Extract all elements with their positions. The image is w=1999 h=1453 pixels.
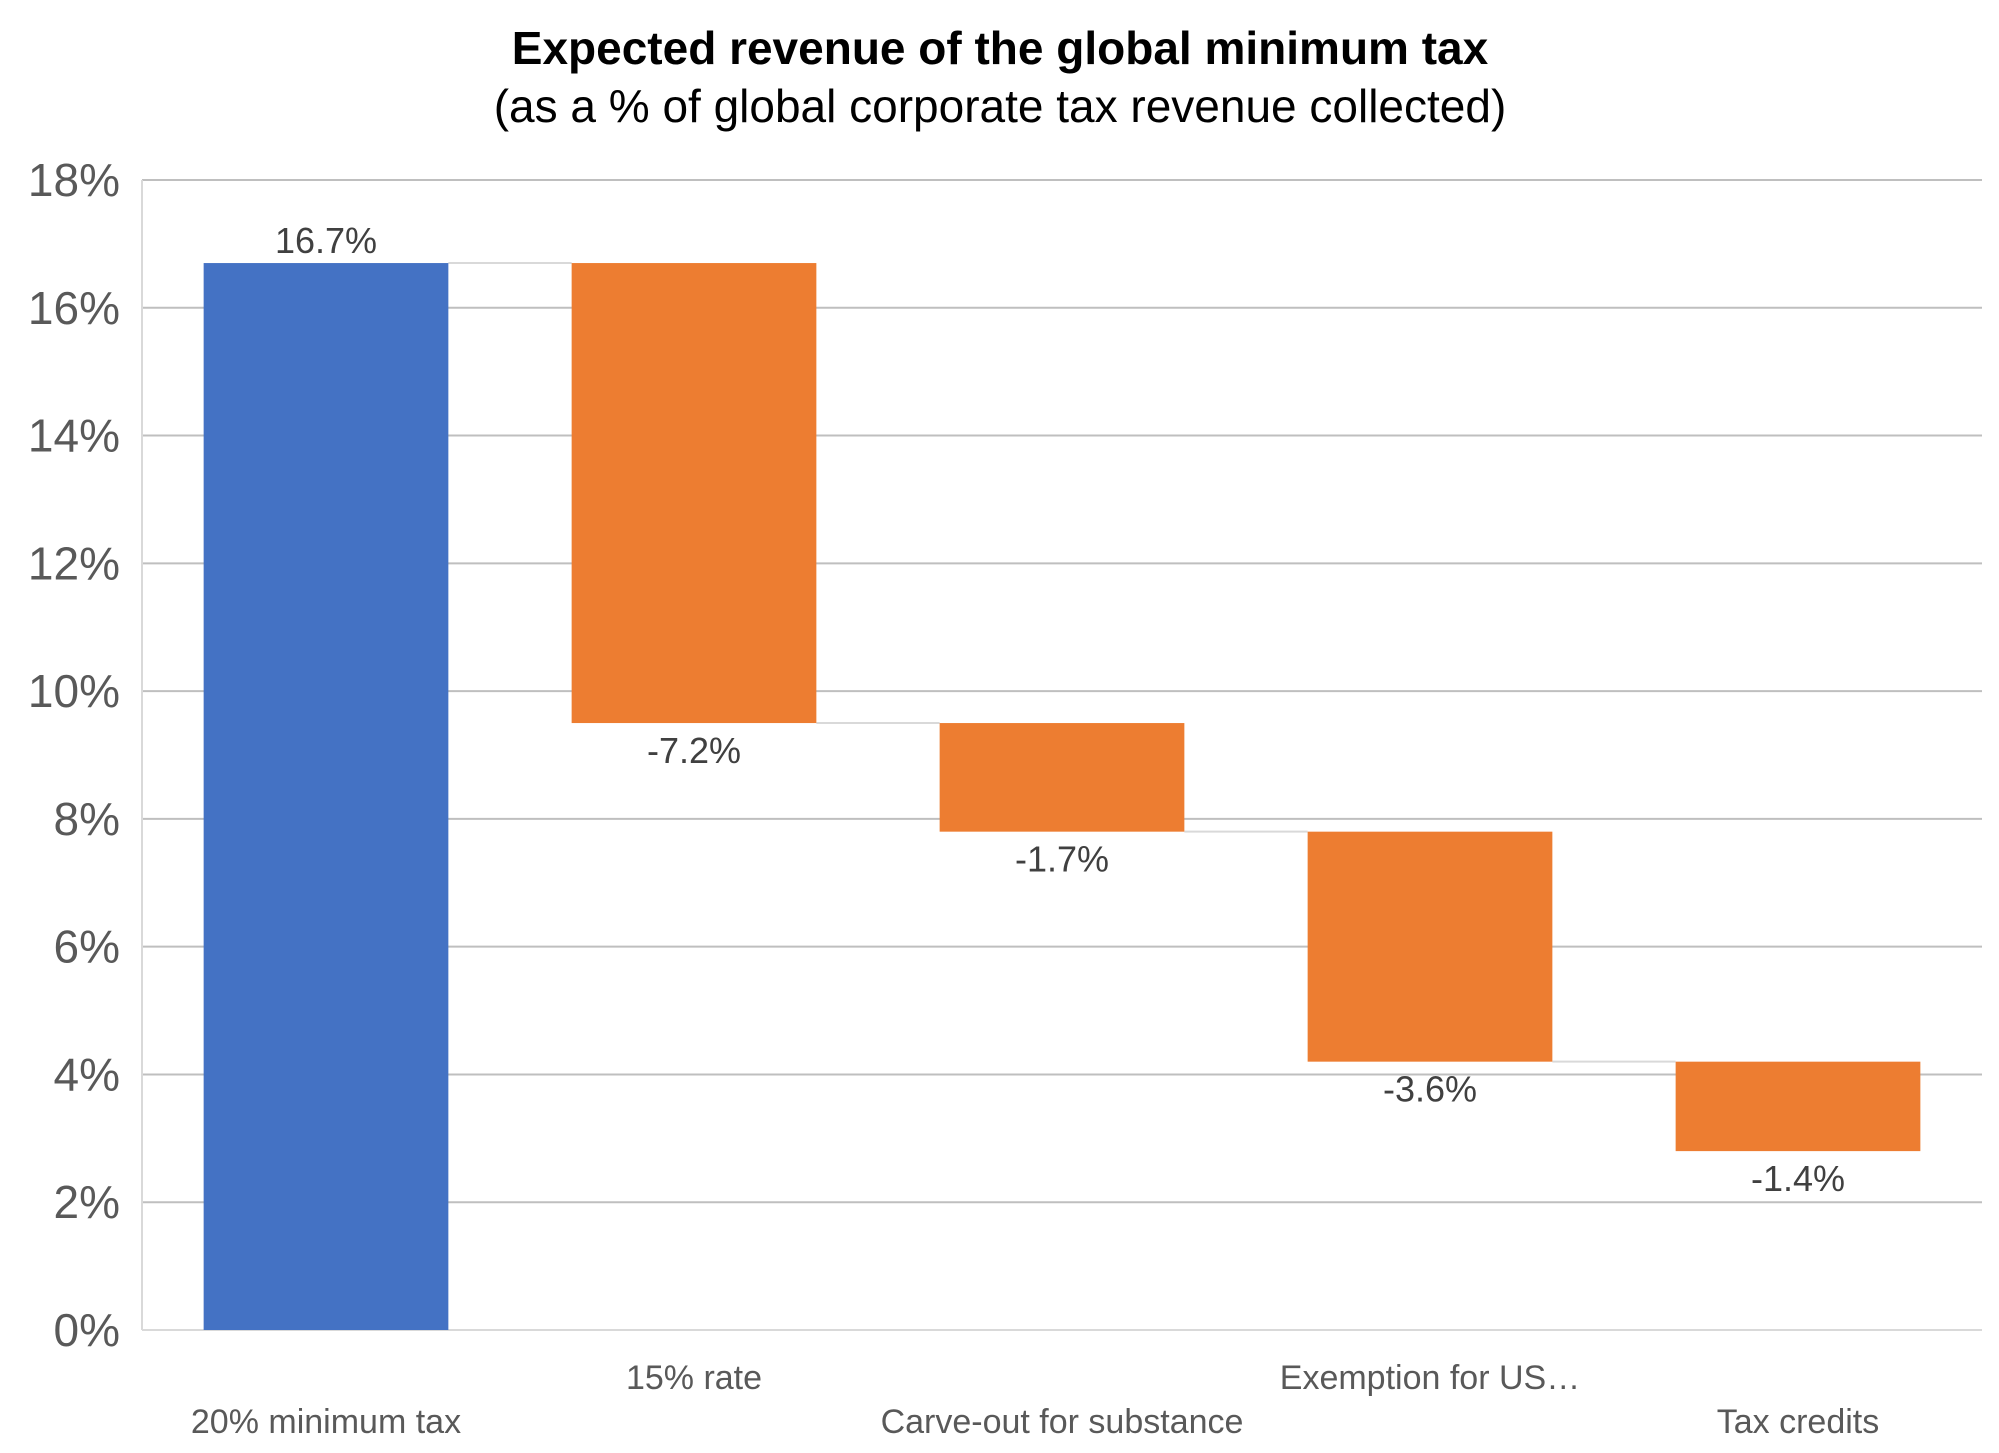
y-axis-ticks: 0% 2% 4% 6% 8% 10% 12% 14% 16% 18% (28, 154, 120, 1356)
y-tick-label: 2% (54, 1176, 120, 1228)
bar (1675, 1061, 1921, 1152)
x-tick-label: Exemption for US… (1280, 1359, 1580, 1397)
x-axis-ticks: 20% minimum tax 15% rate Carve-out for sub… (191, 1359, 1879, 1441)
bar (1307, 831, 1553, 1062)
bar (939, 723, 1185, 832)
chart-title: Expected revenue of the global minimum t… (512, 22, 1489, 74)
y-tick-label: 0% (54, 1304, 120, 1356)
y-tick-label: 16% (28, 282, 120, 334)
y-tick-label: 12% (28, 537, 120, 589)
y-tick-label: 10% (28, 665, 120, 717)
bar (571, 263, 817, 724)
chart-subtitle: (as a % of global corporate tax revenue … (494, 80, 1507, 132)
y-tick-label: 14% (28, 410, 120, 462)
data-label: -1.7% (1015, 839, 1109, 880)
connectors (448, 262, 1676, 1063)
data-label: -3.6% (1383, 1069, 1477, 1110)
bars (203, 263, 1921, 1330)
y-tick-label: 18% (28, 154, 120, 206)
x-tick-label: 20% minimum tax (191, 1403, 461, 1441)
x-tick-label: Carve-out for substance (881, 1403, 1244, 1441)
data-labels: 16.7% -7.2% -1.7% -3.6% -1.4% (275, 220, 1845, 1199)
y-tick-label: 8% (54, 793, 120, 845)
x-tick-label: Tax credits (1717, 1403, 1880, 1441)
data-label: -7.2% (647, 730, 741, 771)
x-tick-label: 15% rate (626, 1359, 762, 1397)
y-tick-label: 6% (54, 921, 120, 973)
data-label: 16.7% (275, 220, 377, 261)
data-label: -1.4% (1751, 1158, 1845, 1199)
y-tick-label: 4% (54, 1048, 120, 1100)
bar (203, 263, 449, 1330)
